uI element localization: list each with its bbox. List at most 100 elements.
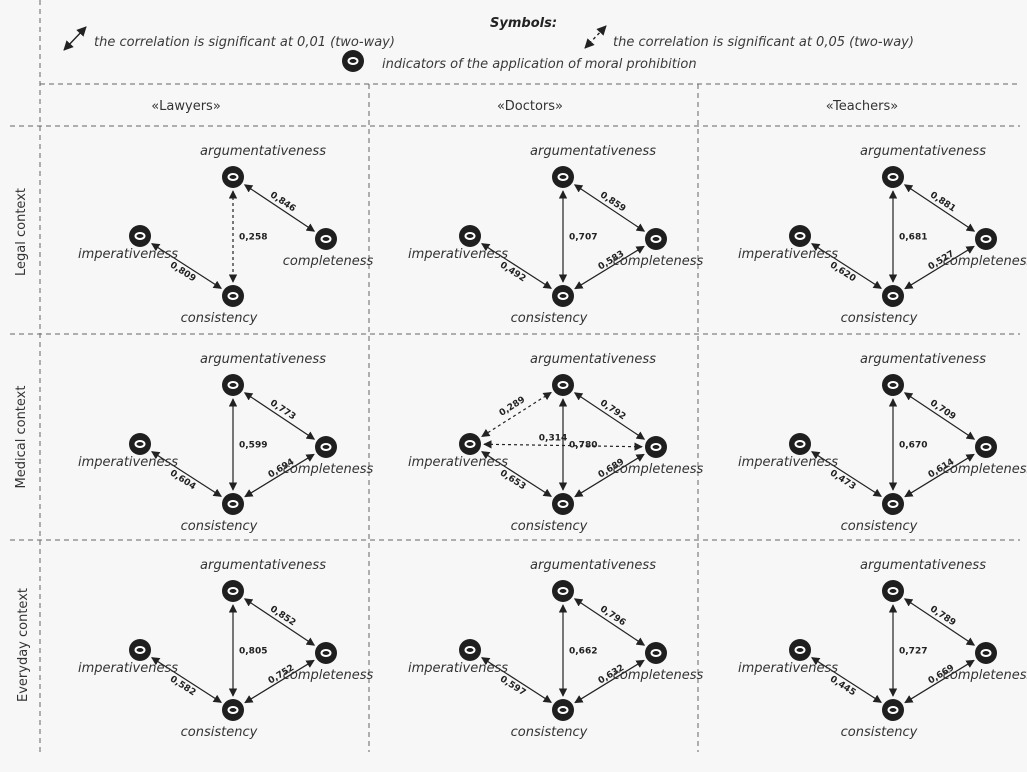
edge-label: 0,314 [539, 434, 567, 444]
legend: Symbols: the correlation is significant … [63, 16, 914, 72]
node-label-comp: completeness [943, 462, 1027, 477]
edge-arg-comp [573, 184, 646, 232]
node-arg [222, 166, 244, 188]
node-imp [129, 639, 151, 661]
node-label-arg: argumentativeness [530, 144, 656, 159]
row-header-legal: Legal context [14, 188, 29, 276]
node-label-imp: imperativeness [78, 661, 178, 676]
edge-arg-comp [903, 392, 976, 440]
row-header-medical: Medical context [14, 386, 29, 489]
node-arg [882, 166, 904, 188]
node-imp [789, 639, 811, 661]
node-icon [342, 50, 364, 72]
edge-arg-comp [243, 392, 316, 440]
node-comp [975, 228, 997, 250]
node-label-cons: consistency [841, 519, 918, 534]
node-imp [459, 639, 481, 661]
edge-arg-comp [573, 392, 646, 440]
edge-label: 0,805 [239, 647, 267, 657]
dashed-arrow-icon [584, 25, 607, 49]
row-headers: Legal context Medical context Everyday c… [14, 188, 31, 702]
edge-arg-imp [481, 391, 552, 438]
edge-label: 0,727 [899, 647, 927, 657]
node-label-cons: consistency [511, 519, 588, 534]
edge-comp-cons [574, 659, 645, 704]
node-arg [552, 580, 574, 602]
node-label-arg: argumentativeness [860, 558, 986, 573]
node-label-comp: completeness [613, 462, 704, 477]
node-label-comp: completeness [283, 462, 374, 477]
edge-label: 0,258 [239, 233, 267, 243]
grid-lines [10, 0, 1020, 752]
node-label-comp: completeness [943, 668, 1027, 683]
edge-label: 0,681 [899, 233, 927, 243]
legend-solid-text: the correlation is significant at 0,01 (… [94, 35, 395, 50]
node-cons [222, 699, 244, 721]
edge-label: 0,662 [569, 647, 597, 657]
panel-r0-c0: 0,8460,2580,809argumentativenessimperati… [78, 144, 373, 326]
node-label-imp: imperativeness [738, 455, 838, 470]
column-header-doctors: «Doctors» [497, 99, 563, 114]
node-label-comp: completeness [283, 254, 374, 269]
node-arg [222, 580, 244, 602]
node-label-cons: consistency [181, 519, 258, 534]
panels: 0,8460,2580,809argumentativenessimperati… [78, 144, 1027, 740]
node-label-imp: imperativeness [738, 661, 838, 676]
edge-comp-cons [244, 659, 315, 704]
node-label-imp: imperativeness [408, 661, 508, 676]
node-comp [315, 642, 337, 664]
node-comp [315, 436, 337, 458]
node-label-arg: argumentativeness [530, 352, 656, 367]
edge-comp-cons [574, 245, 645, 290]
node-label-imp: imperativeness [408, 455, 508, 470]
legend-dashed-text: the correlation is significant at 0,05 (… [613, 35, 914, 50]
edge-comp-cons [904, 659, 975, 704]
edge-imp-cons [481, 451, 552, 497]
node-imp [129, 225, 151, 247]
edge-arg-comp [903, 184, 976, 232]
node-label-cons: consistency [181, 725, 258, 740]
node-comp [645, 228, 667, 250]
node-label-imp: imperativeness [78, 247, 178, 262]
edge-imp-cons [811, 451, 882, 497]
node-arg [882, 580, 904, 602]
column-header-lawyers: «Lawyers» [151, 99, 221, 114]
node-comp [645, 642, 667, 664]
row-header-everyday: Everyday context [16, 588, 31, 702]
edge-comp-cons [904, 453, 975, 498]
node-cons [222, 493, 244, 515]
node-cons [222, 285, 244, 307]
node-label-comp: completeness [613, 668, 704, 683]
node-label-cons: consistency [511, 725, 588, 740]
edge-arg-comp [243, 598, 316, 646]
node-cons [882, 699, 904, 721]
node-label-comp: completeness [613, 254, 704, 269]
node-comp [645, 436, 667, 458]
node-arg [222, 374, 244, 396]
node-label-comp: completeness [283, 668, 374, 683]
node-label-arg: argumentativeness [200, 352, 326, 367]
node-cons [552, 699, 574, 721]
node-imp [129, 433, 151, 455]
node-arg [882, 374, 904, 396]
edge-imp-cons [481, 243, 552, 289]
edge-imp-cons [151, 657, 222, 703]
edge-imp-cons [151, 243, 222, 289]
edge-label: 0,670 [899, 441, 927, 451]
node-label-arg: argumentativeness [200, 558, 326, 573]
node-imp [789, 225, 811, 247]
node-comp [315, 228, 337, 250]
node-imp [459, 433, 481, 455]
node-imp [459, 225, 481, 247]
node-arg [552, 374, 574, 396]
edge-imp-cons [481, 657, 552, 703]
node-label-cons: consistency [841, 311, 918, 326]
